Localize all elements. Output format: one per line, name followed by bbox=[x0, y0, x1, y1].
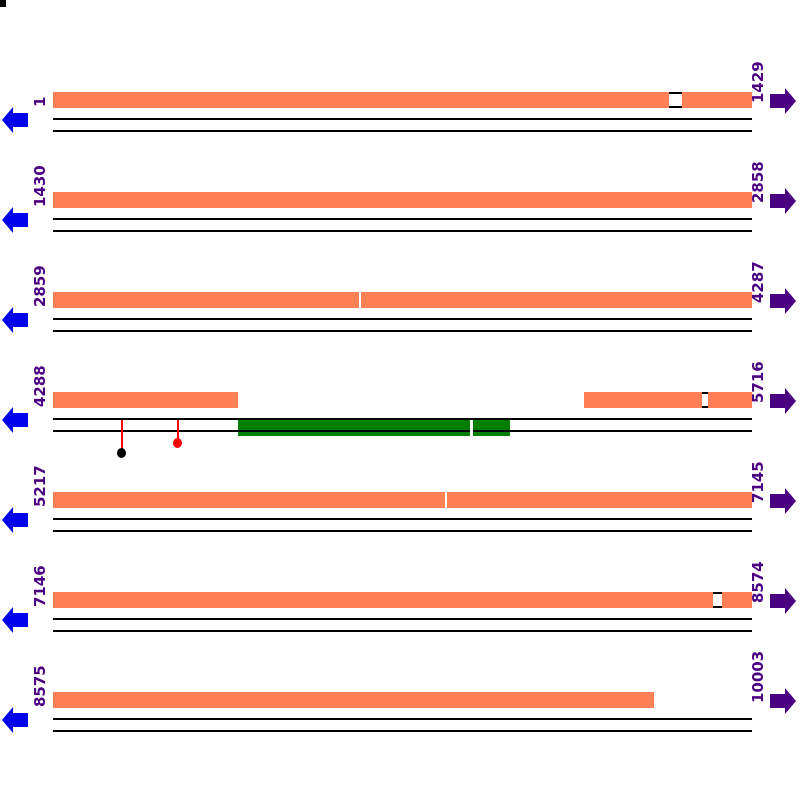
start-coordinate-label: 2859 bbox=[31, 265, 49, 307]
sequence-row: 1430 2858 bbox=[0, 161, 800, 278]
baseline-rule bbox=[53, 318, 752, 320]
baseline-rule bbox=[53, 518, 752, 520]
marker-head-black[interactable] bbox=[117, 448, 126, 458]
arrow-right-icon[interactable] bbox=[770, 288, 798, 314]
baseline-rule bbox=[53, 718, 752, 720]
end-coordinate-label: 8574 bbox=[749, 561, 767, 603]
sequence-row: 7146 8574 bbox=[0, 561, 800, 678]
baseline-rule bbox=[53, 230, 752, 232]
feature-bar-orange[interactable] bbox=[53, 592, 752, 608]
baseline-rule bbox=[53, 430, 752, 432]
feature-bar-green[interactable] bbox=[238, 420, 510, 436]
feature-gap-box[interactable] bbox=[702, 392, 708, 408]
arrow-left-icon[interactable] bbox=[2, 607, 30, 633]
sequence-row: 5217 7145 bbox=[0, 461, 800, 578]
feature-notch bbox=[359, 292, 361, 308]
baseline-rule bbox=[53, 330, 752, 332]
start-coordinate-label: 7146 bbox=[31, 565, 49, 607]
end-coordinate-label: 1429 bbox=[749, 61, 767, 103]
arrow-left-icon[interactable] bbox=[2, 707, 30, 733]
feature-bar-orange[interactable] bbox=[53, 492, 752, 508]
marker-head-red[interactable] bbox=[173, 438, 182, 448]
feature-notch bbox=[470, 420, 473, 436]
sequence-row: 4288 5716 bbox=[0, 361, 800, 478]
sequence-row: 2859 4287 bbox=[0, 261, 800, 378]
baseline-rule bbox=[53, 618, 752, 620]
end-coordinate-label: 2858 bbox=[749, 161, 767, 203]
baseline-rule bbox=[53, 418, 752, 420]
baseline-rule bbox=[53, 730, 752, 732]
arrow-right-icon[interactable] bbox=[770, 188, 798, 214]
sequence-row: 8575 10003 bbox=[0, 651, 800, 778]
feature-bar-orange[interactable] bbox=[53, 292, 752, 308]
marker-stem bbox=[121, 420, 123, 450]
start-coordinate-label: 1 bbox=[31, 96, 49, 107]
feature-bar-orange[interactable] bbox=[584, 392, 752, 408]
marker-stem bbox=[177, 420, 179, 440]
end-coordinate-label: 5716 bbox=[749, 361, 767, 403]
start-coordinate-label: 5217 bbox=[31, 465, 49, 507]
start-coordinate-label: 1430 bbox=[31, 165, 49, 207]
feature-bar-orange[interactable] bbox=[53, 392, 238, 408]
feature-bar-orange[interactable] bbox=[53, 692, 654, 708]
arrow-left-icon[interactable] bbox=[2, 207, 30, 233]
arrow-right-icon[interactable] bbox=[770, 388, 798, 414]
arrow-left-icon[interactable] bbox=[2, 307, 30, 333]
end-coordinate-label: 4287 bbox=[749, 261, 767, 303]
arrow-left-icon[interactable] bbox=[2, 407, 30, 433]
end-coordinate-label: 10003 bbox=[749, 650, 767, 703]
arrow-left-icon[interactable] bbox=[2, 507, 30, 533]
baseline-rule bbox=[53, 530, 752, 532]
feature-gap-box[interactable] bbox=[669, 92, 682, 108]
feature-gap-box[interactable] bbox=[713, 592, 722, 608]
start-coordinate-label: 8575 bbox=[31, 665, 49, 707]
arrow-right-icon[interactable] bbox=[770, 88, 798, 114]
feature-bar-orange[interactable] bbox=[53, 92, 752, 108]
arrow-right-icon[interactable] bbox=[770, 588, 798, 614]
corner-artifact bbox=[0, 0, 6, 7]
baseline-rule bbox=[53, 130, 752, 132]
sequence-row: 1 1429 bbox=[0, 61, 800, 178]
start-coordinate-label: 4288 bbox=[31, 365, 49, 407]
arrow-left-icon[interactable] bbox=[2, 107, 30, 133]
baseline-rule bbox=[53, 118, 752, 120]
baseline-rule bbox=[53, 630, 752, 632]
baseline-rule bbox=[53, 218, 752, 220]
feature-bar-orange[interactable] bbox=[53, 192, 752, 208]
feature-notch bbox=[445, 492, 447, 508]
arrow-right-icon[interactable] bbox=[770, 688, 798, 714]
end-coordinate-label: 7145 bbox=[749, 461, 767, 503]
arrow-right-icon[interactable] bbox=[770, 488, 798, 514]
